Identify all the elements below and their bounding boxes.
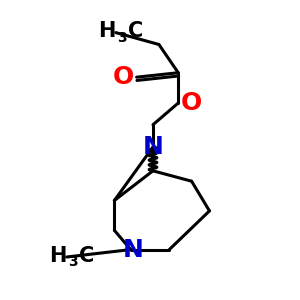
Text: 3: 3 bbox=[117, 31, 127, 45]
Text: N: N bbox=[123, 238, 144, 262]
Text: H: H bbox=[98, 21, 116, 41]
Text: O: O bbox=[112, 65, 134, 89]
Text: H: H bbox=[50, 245, 67, 266]
Text: C: C bbox=[79, 245, 94, 266]
Text: N: N bbox=[142, 135, 164, 159]
Text: 3: 3 bbox=[68, 255, 78, 269]
Text: C: C bbox=[128, 21, 144, 41]
Text: O: O bbox=[181, 91, 202, 115]
